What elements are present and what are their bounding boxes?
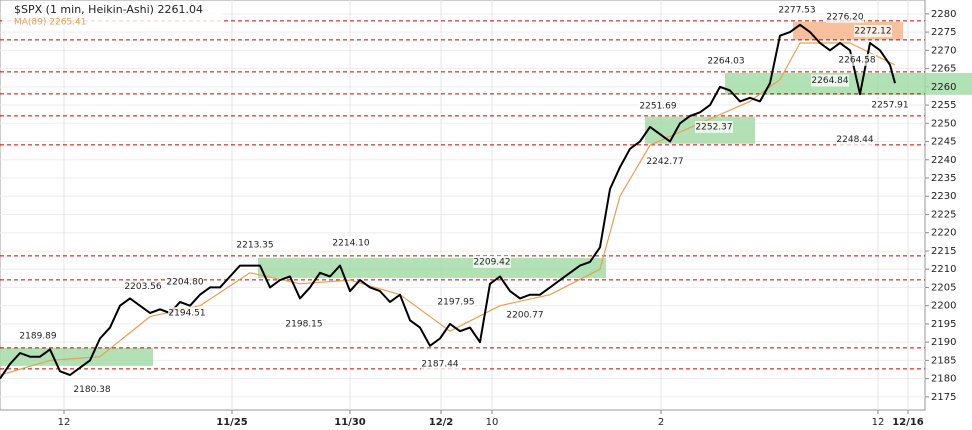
price-annotation: 2276.20 (826, 12, 863, 22)
y-tick-label: 2255 (931, 100, 956, 111)
price-annotation: 2264.03 (707, 56, 744, 66)
annotation-bg (707, 54, 745, 67)
annotation-bg (695, 120, 733, 133)
x-tick-label: 12 (58, 417, 71, 428)
annotation-bg (854, 25, 892, 38)
ma-line (0, 42, 896, 376)
price-annotation: 2200.77 (506, 310, 543, 320)
annotation-bg (166, 275, 204, 288)
price-annotation: 2187.44 (421, 360, 458, 370)
annotation-bg (811, 74, 849, 87)
y-tick-label: 2185 (931, 355, 956, 366)
y-tick-label: 2250 (931, 118, 956, 129)
price-line (0, 23, 896, 380)
price-annotation: 2264.84 (811, 76, 848, 86)
y-tick-label: 2260 (931, 82, 956, 93)
price-annotation: 2252.37 (695, 122, 732, 132)
y-tick-label: 2225 (931, 209, 956, 220)
annotation-bg (168, 306, 206, 319)
y-tick-label: 2220 (931, 228, 956, 239)
price-annotation: 2277.53 (778, 6, 815, 16)
zone (258, 257, 606, 278)
price-annotation: 2209.42 (473, 257, 510, 267)
y-tick-label: 2195 (931, 319, 956, 330)
y-tick-label: 2270 (931, 45, 956, 56)
x-tick-label: 10 (486, 417, 499, 428)
y-tick-label: 2235 (931, 173, 956, 184)
x-tick-label: 11/25 (216, 417, 248, 428)
price-annotation: 2198.15 (285, 319, 322, 329)
price-annotation: 2197.95 (437, 298, 474, 308)
x-tick-label: 2 (658, 417, 664, 428)
y-tick-label: 2190 (931, 337, 956, 348)
annotation-bg (646, 155, 684, 168)
annotation-bg (73, 383, 111, 396)
y-tick-label: 2245 (931, 137, 956, 148)
annotation-bg (836, 133, 874, 146)
annotation-bg (124, 280, 162, 293)
chart-title: $SPX (1 min, Heikin-Ashi) 2261.04 (14, 3, 203, 16)
y-tick-label: 2215 (931, 246, 956, 257)
y-tick-label: 2200 (931, 301, 956, 312)
price-annotation: 2251.69 (639, 101, 676, 111)
annotation-bg (19, 329, 57, 342)
y-tick-label: 2275 (931, 27, 956, 38)
annotation-bg (236, 238, 274, 251)
price-annotation: 2204.80 (166, 277, 203, 287)
price-annotation: 2272.12 (854, 27, 891, 37)
x-tick-label: 12/16 (892, 417, 924, 428)
annotation-bg (639, 99, 677, 112)
price-annotation: 2180.38 (73, 385, 110, 395)
x-tick-label: 12/2 (429, 417, 454, 428)
annotation-bg (778, 4, 816, 17)
price-annotation: 2189.89 (19, 331, 56, 341)
y-tick-label: 2175 (931, 392, 956, 403)
y-tick-label: 2230 (931, 191, 956, 202)
y-tick-label: 2205 (931, 282, 956, 293)
x-tick-label: 12 (872, 417, 885, 428)
annotation-bg (871, 99, 909, 112)
annotation-bg (826, 10, 864, 23)
annotation-bg (473, 255, 511, 268)
y-tick-label: 2265 (931, 64, 956, 75)
y-tick-label: 2240 (931, 155, 956, 166)
annotation-bg (421, 358, 459, 371)
x-tick-label: 11/30 (334, 417, 366, 428)
annotation-bg (838, 53, 876, 66)
y-tick-label: 2210 (931, 264, 956, 275)
price-annotation: 2203.56 (124, 282, 161, 292)
price-annotation: 2213.35 (236, 240, 273, 250)
zone (0, 347, 153, 366)
price-annotation: 2194.51 (168, 308, 205, 318)
price-annotation: 2257.91 (871, 101, 908, 111)
annotation-bg (506, 308, 544, 321)
price-annotation: 2242.77 (646, 157, 683, 167)
annotation-bg (332, 236, 370, 249)
price-annotation: 2214.10 (332, 238, 369, 248)
y-tick-label: 2280 (931, 9, 956, 20)
annotation-bg (285, 317, 323, 330)
annotation-bg (437, 296, 475, 309)
y-tick-label: 2180 (931, 374, 956, 385)
title-bg (2, 3, 222, 29)
ma-legend: MA(89) 2265.41 (14, 18, 86, 28)
price-annotation: 2264.58 (838, 55, 875, 65)
price-annotation: 2248.44 (836, 135, 873, 145)
